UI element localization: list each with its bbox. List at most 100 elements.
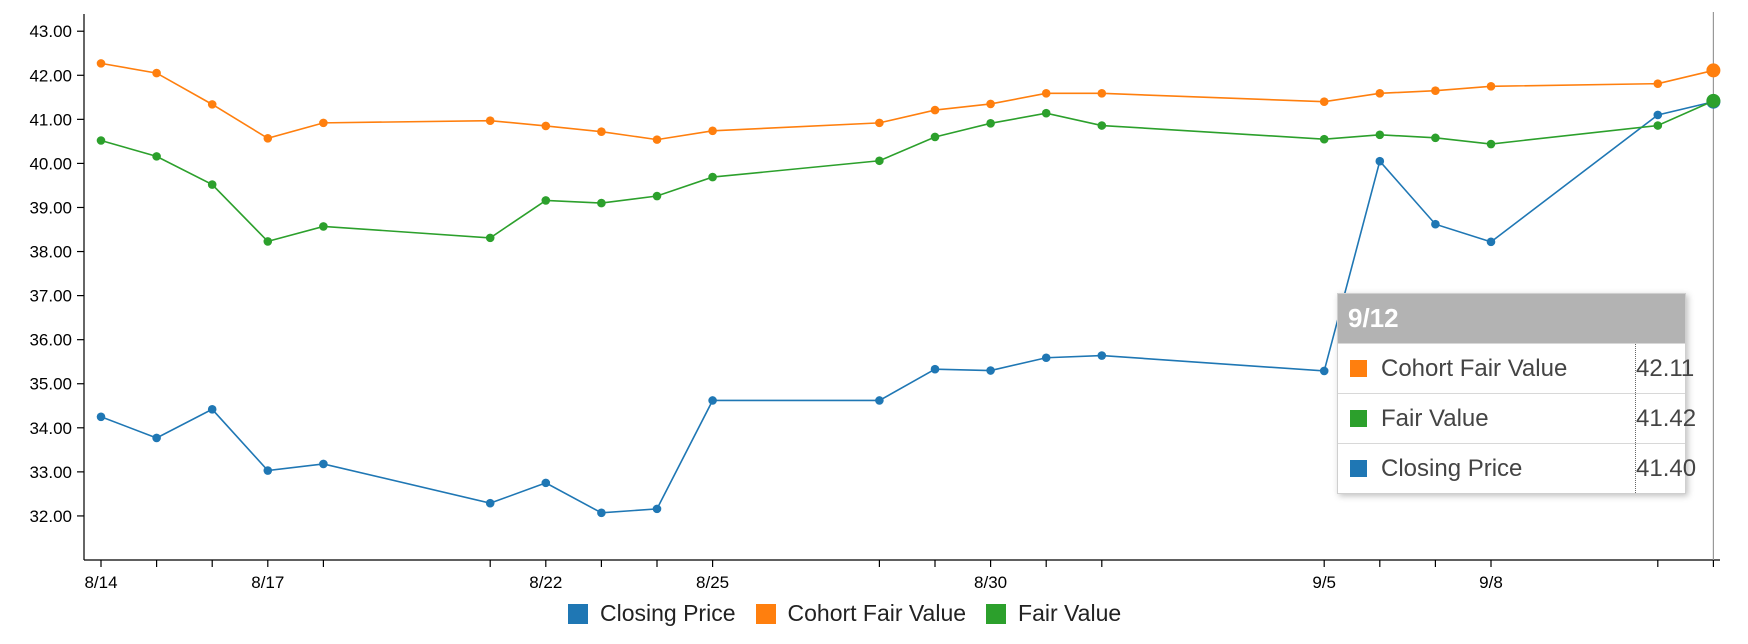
tooltip-series-value: 41.40 [1635, 444, 1708, 493]
y-tick-label: 37.00 [29, 287, 72, 306]
data-point [485, 116, 495, 125]
data-point [597, 127, 606, 136]
series-points [96, 59, 1721, 518]
x-tick-label: 8/22 [529, 573, 562, 592]
legend-label: Cohort Fair Value [787, 600, 967, 626]
data-point [652, 191, 662, 201]
data-point [1706, 63, 1721, 78]
tooltip-title: 9/12 [1338, 294, 1685, 343]
y-tick-label: 42.00 [29, 66, 72, 85]
y-tick-label: 35.00 [29, 375, 72, 394]
data-point [1041, 108, 1051, 118]
data-point [1653, 79, 1663, 88]
data-point [207, 100, 217, 109]
data-point [986, 99, 995, 109]
legend-swatch [755, 603, 776, 624]
legend-swatch [568, 603, 588, 624]
x-axis: 8/14 8/17 8/22 8/25 8/30 9/5 9/8 [84, 559, 1720, 592]
series-line [100, 62, 1714, 141]
y-tick-label: 34.00 [29, 419, 72, 438]
y-tick-label: 38.00 [29, 243, 72, 262]
legend-item-fair-value[interactable]: Fair Value [986, 600, 1121, 627]
data-point [1097, 351, 1107, 360]
tooltip-row-cohort-fair-value: Cohort Fair Value 42.11 [1338, 343, 1694, 393]
data-point [652, 504, 662, 514]
y-tick-label: 32.00 [29, 507, 72, 526]
legend-item-closing-price[interactable]: Closing Price [568, 600, 736, 627]
data-point [1041, 89, 1051, 98]
data-point [1486, 139, 1496, 149]
data-point [207, 404, 217, 414]
data-point [1375, 130, 1385, 140]
data-point [1319, 97, 1329, 107]
data-point [263, 133, 273, 143]
data-point [1653, 121, 1663, 130]
legend-swatch [986, 603, 1007, 624]
data-point [319, 222, 328, 231]
data-point [319, 118, 328, 128]
data-point [708, 126, 717, 136]
x-tick-label: 9/8 [1479, 573, 1503, 592]
y-tick-label: 40.00 [29, 154, 72, 173]
data-point [1375, 156, 1385, 166]
tooltip-series-value: 41.42 [1635, 394, 1708, 443]
data-point [708, 172, 717, 182]
data-point [263, 237, 273, 246]
data-point [1375, 89, 1385, 98]
data-point [986, 366, 995, 375]
x-tick-label: 9/5 [1312, 573, 1336, 592]
tooltip-swatch [1350, 410, 1367, 427]
y-tick-label: 33.00 [29, 463, 72, 482]
data-point [1319, 366, 1329, 376]
data-point [597, 198, 606, 208]
data-point [1431, 219, 1440, 229]
data-point [541, 121, 551, 131]
data-point [875, 156, 884, 166]
tooltip-series-name: Closing Price [1381, 454, 1523, 482]
x-tick-label: 8/14 [84, 573, 117, 592]
y-tick-label: 41.00 [29, 110, 72, 129]
data-point [1486, 82, 1496, 91]
legend-item-cohort-fair-value[interactable]: Cohort Fair Value [755, 600, 967, 627]
tooltip-series-value: 42.11 [1635, 344, 1706, 393]
data-point [930, 105, 940, 115]
y-tick-label: 43.00 [29, 22, 72, 41]
tooltip-series-name: Cohort Fair Value [1381, 354, 1568, 382]
data-point [875, 118, 884, 128]
data-point [485, 498, 495, 508]
data-point [986, 119, 995, 128]
data-point [652, 135, 662, 144]
data-point [930, 364, 940, 374]
tooltip-swatch [1350, 460, 1367, 477]
data-point [1486, 237, 1496, 247]
data-point [1653, 110, 1663, 120]
data-point [1097, 121, 1107, 130]
y-axis: 32.00 33.00 34.00 35.00 36.00 37.00 38.00 39.00… [29, 14, 85, 560]
data-point [875, 396, 884, 405]
data-point [1431, 86, 1440, 96]
tooltip-swatch [1350, 360, 1367, 377]
data-point [263, 466, 273, 475]
data-point [485, 233, 495, 243]
data-point [96, 136, 106, 145]
data-point [319, 459, 328, 469]
data-point [930, 132, 940, 142]
data-point [152, 68, 161, 78]
tooltip: 9/12 Cohort Fair Value 42.11 Fair Value … [1337, 293, 1696, 494]
data-point [708, 396, 717, 405]
legend-label: Closing Price [600, 600, 736, 626]
tooltip-series-name: Fair Value [1381, 404, 1489, 432]
data-point [96, 59, 106, 68]
data-point [1431, 133, 1440, 143]
data-point [152, 433, 161, 443]
data-point [1706, 93, 1721, 108]
x-tick-label: 8/25 [696, 573, 729, 592]
data-point [597, 508, 606, 518]
data-point [207, 180, 217, 189]
chart-legend: Closing Price Cohort Fair Value Fair Val… [568, 600, 1141, 627]
tooltip-row-closing-price: Closing Price 41.40 [1338, 443, 1696, 493]
x-tick-label: 8/30 [974, 573, 1007, 592]
legend-label: Fair Value [1018, 600, 1122, 626]
y-tick-label: 39.00 [29, 198, 72, 217]
